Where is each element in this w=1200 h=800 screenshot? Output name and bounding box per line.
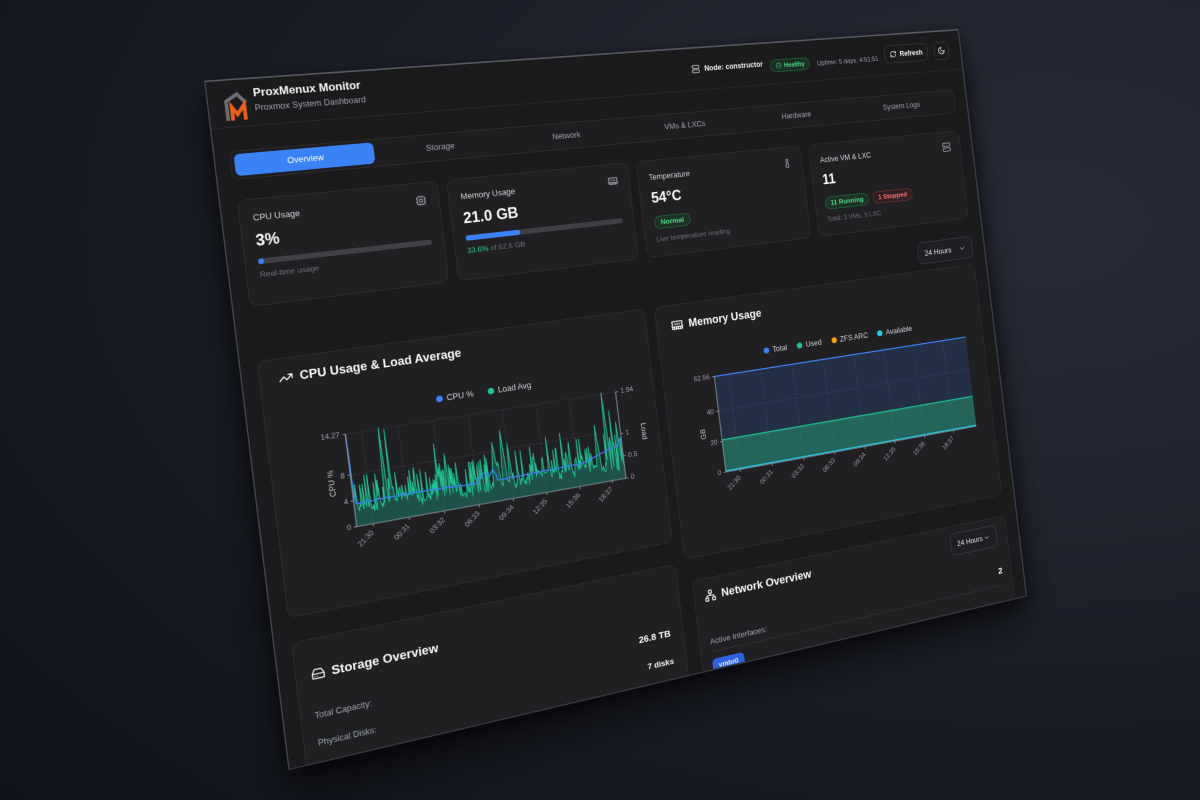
- svg-text:09:34: 09:34: [497, 503, 515, 522]
- svg-text:15:36: 15:36: [912, 440, 927, 457]
- svg-text:62.56: 62.56: [693, 373, 710, 383]
- svg-text:18:37: 18:37: [941, 434, 956, 451]
- svg-text:0.5: 0.5: [628, 450, 639, 459]
- svg-text:14.27: 14.27: [320, 431, 341, 442]
- svg-text:0: 0: [630, 473, 635, 481]
- svg-text:Load: Load: [639, 422, 649, 440]
- svg-text:15:36: 15:36: [564, 491, 582, 510]
- svg-text:06:33: 06:33: [821, 456, 837, 474]
- svg-text:00:31: 00:31: [758, 468, 774, 486]
- svg-text:03:32: 03:32: [790, 462, 806, 480]
- svg-text:4: 4: [343, 498, 349, 507]
- svg-text:1: 1: [625, 428, 630, 436]
- svg-text:1.94: 1.94: [620, 385, 634, 395]
- svg-text:00:31: 00:31: [392, 522, 411, 542]
- svg-text:8: 8: [340, 472, 346, 481]
- svg-text:40: 40: [706, 408, 714, 417]
- svg-text:CPU %: CPU %: [325, 470, 338, 498]
- svg-text:09:34: 09:34: [852, 451, 867, 468]
- svg-text:12:35: 12:35: [531, 497, 549, 516]
- svg-text:21:30: 21:30: [726, 474, 742, 492]
- svg-text:21:30: 21:30: [356, 528, 376, 548]
- svg-text:03:32: 03:32: [428, 515, 447, 535]
- svg-text:06:33: 06:33: [463, 509, 482, 528]
- svg-text:0: 0: [346, 523, 352, 532]
- svg-text:20: 20: [710, 439, 718, 448]
- svg-text:12:35: 12:35: [882, 445, 897, 462]
- svg-text:18:37: 18:37: [597, 485, 615, 504]
- svg-text:GB: GB: [698, 428, 707, 440]
- svg-text:0: 0: [717, 469, 722, 477]
